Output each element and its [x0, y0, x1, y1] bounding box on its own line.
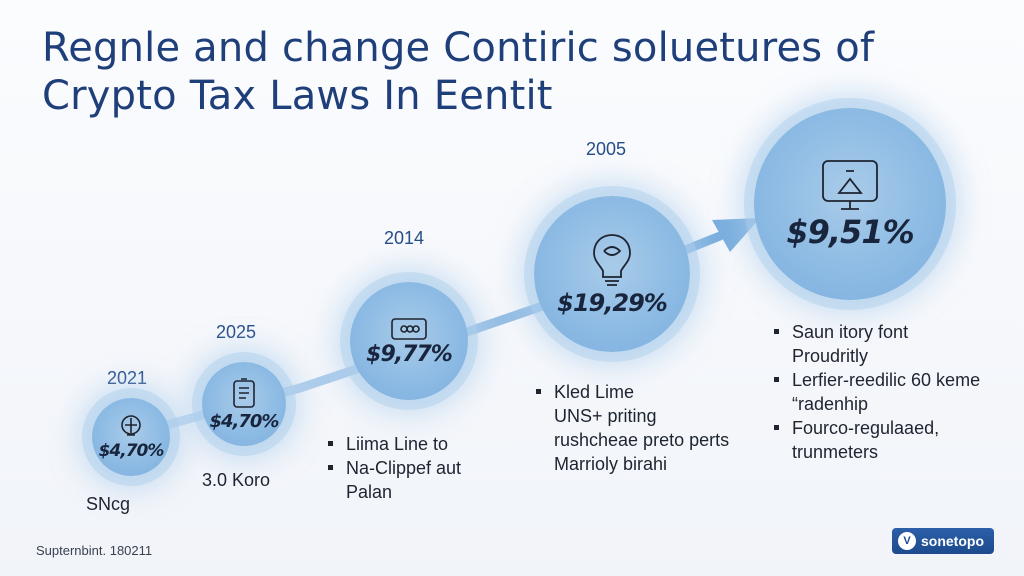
bullet-list-a: Liima Line to Na-Clippef aut Palan	[326, 432, 461, 504]
bullet-item: Kled Lime	[534, 380, 729, 404]
node-value-4: $19,29%	[557, 289, 668, 317]
bullet-dot	[774, 377, 779, 382]
node-value-5: $9,51%	[786, 213, 914, 251]
arrow-head	[712, 218, 760, 252]
bullet-item: Saun itory font	[772, 320, 980, 344]
bullet-item: Na-Clippef aut	[326, 456, 461, 480]
bullet-dot	[328, 441, 333, 446]
brand-logo-icon: V	[898, 532, 916, 550]
monitor-icon	[819, 157, 881, 213]
bullet-dot	[774, 425, 779, 430]
caption-node-2: 3.0 Koro	[202, 470, 271, 490]
bullet-dot	[774, 329, 779, 334]
footer-date: Supternbint. 180211	[36, 543, 153, 558]
bullet-list-b: Kled Lime UNS+ priting rushcheae preto p…	[534, 380, 729, 476]
title-line-2: Crypto Tax Laws In Eentit	[42, 73, 553, 119]
bullet-item: “radenhip	[792, 394, 869, 414]
bullet-item: Liima Line to	[326, 432, 461, 456]
bullet-item: Lerfier-reedilic 60 keme	[772, 368, 980, 392]
card-icon	[389, 316, 429, 342]
title-line-1: Regnle and change Contiric soluetures of	[42, 25, 875, 71]
bullet-dot	[536, 389, 541, 394]
bullet-item: rushcheae preto perts	[554, 430, 730, 450]
lightbulb-icon	[590, 231, 634, 289]
brand-badge: V sonetopo	[892, 528, 994, 554]
node-value-3: $9,77%	[366, 341, 453, 367]
node-value-2: $4,70%	[209, 410, 280, 432]
bullet-item: UNS+ priting	[554, 406, 657, 426]
bullet-dot	[328, 465, 333, 470]
timeline-node-4: $19,29%	[534, 196, 690, 352]
timeline-node-2: $4,70%	[202, 362, 286, 446]
year-label-1: 2021	[107, 368, 148, 388]
brand-label: sonetopo	[921, 533, 984, 549]
node-value-1: $4,70%	[98, 441, 165, 461]
bullet-item: Fourco-regulaaed,	[772, 416, 980, 440]
year-label-5: 2005	[586, 139, 627, 159]
year-label-3: 2014	[384, 228, 425, 248]
timeline-node-1: $4,70%	[92, 398, 170, 476]
page-title: Regnle and change Contiric soluetures of…	[42, 24, 942, 120]
bullet-item: trunmeters	[792, 442, 879, 462]
timeline-node-5: $9,51%	[754, 108, 946, 300]
timeline-node-3: $9,77%	[350, 282, 468, 400]
document-icon	[229, 377, 259, 411]
bullet-item: Marrioly birahi	[554, 454, 668, 474]
bullet-item: Palan	[346, 482, 393, 502]
caption-node-1: SNcg	[86, 494, 131, 514]
scales-icon	[116, 413, 146, 441]
year-label-2: 2025	[216, 322, 257, 342]
bullet-item: Proudritly	[792, 346, 869, 366]
bullet-list-c: Saun itory font Proudritly Lerfier-reedi…	[772, 320, 980, 464]
